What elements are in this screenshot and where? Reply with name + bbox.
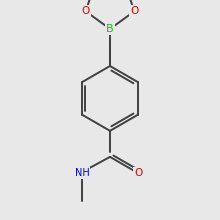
Text: O: O	[134, 168, 142, 178]
Text: O: O	[130, 6, 138, 16]
Text: O: O	[82, 6, 90, 16]
Text: NH: NH	[75, 168, 89, 178]
Text: B: B	[106, 24, 114, 34]
